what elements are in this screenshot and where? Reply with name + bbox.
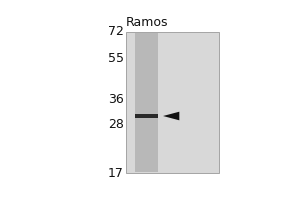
Text: 55: 55 [107, 52, 124, 65]
Bar [135, 114, 158, 118]
Bar [135, 33, 158, 172]
Polygon shape [163, 112, 179, 120]
Text: 36: 36 [108, 93, 124, 106]
Text: 17: 17 [108, 167, 124, 180]
Text: 72: 72 [108, 25, 124, 38]
Text: 28: 28 [108, 118, 124, 131]
Bar [126, 32, 219, 173]
Text: Ramos: Ramos [125, 16, 168, 29]
